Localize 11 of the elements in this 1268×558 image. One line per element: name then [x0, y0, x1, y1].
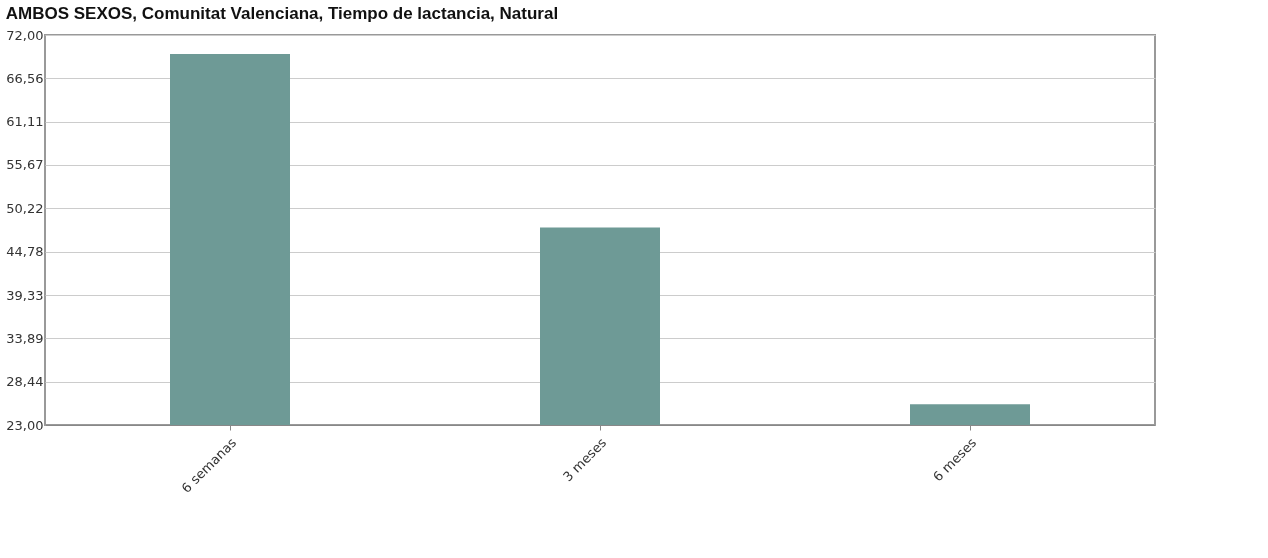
y-tick-label: 23,00	[6, 417, 44, 433]
y-tick-label: 28,44	[6, 374, 44, 390]
y-tick-label: 66,56	[6, 70, 44, 86]
y-tick-label: 55,67	[6, 157, 44, 173]
y-tick-label: 72,00	[6, 27, 44, 43]
y-tick-label: 61,11	[6, 114, 44, 130]
y-tick-label: 39,33	[6, 287, 44, 303]
y-tick-label: 44,78	[6, 244, 44, 260]
y-tick-label: 33,89	[6, 330, 44, 346]
y-tick-label: 50,22	[6, 200, 44, 216]
chart-title: AMBOS SEXOS, Comunitat Valenciana, Tiempo de lactancia, Natural	[5, 4, 559, 23]
